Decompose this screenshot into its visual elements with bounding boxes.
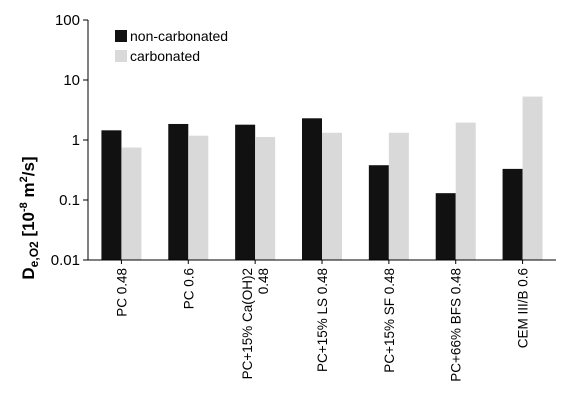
bar-carbonated-2 [188, 135, 209, 260]
category-label-line: PC 0.6 [181, 268, 196, 309]
y-axis-ticks: 100 10 1 0.1 0.01 [51, 12, 88, 269]
category-label-line: 0.48 [256, 268, 271, 294]
category-label-line: PC+15% Ca(OH)2 [240, 268, 255, 379]
category-label-4: PC+15% LS 0.48 [315, 268, 330, 372]
legend-swatch-non-carbonated [115, 30, 127, 42]
bar-non-carbonated-7 [502, 168, 523, 260]
category-label-6: PC+66% BFS 0.48 [449, 268, 464, 382]
category-label-line: PC+66% BFS 0.48 [449, 268, 464, 382]
y-tick-label: 0.01 [51, 252, 80, 269]
bar-carbonated-7 [522, 96, 543, 260]
legend-label-non-carbonated: non-carbonated [130, 28, 228, 44]
bars [101, 96, 543, 261]
bar-carbonated-3 [255, 137, 276, 260]
y-label-main: D [19, 267, 38, 279]
y-tick-label: 10 [63, 72, 80, 89]
category-label-5: PC+15% SF 0.48 [382, 268, 397, 373]
bar-carbonated-5 [388, 132, 409, 260]
legend: non-carbonated carbonated [115, 28, 228, 64]
x-axis-labels: PC 0.48 PC 0.6 PC+15% Ca(OH)20.48 PC+15% LS… [114, 260, 531, 382]
y-tick-label: 1 [72, 132, 80, 149]
legend-label-carbonated: carbonated [130, 48, 200, 64]
y-axis-label: De,O2 [10-8 m2/s] [18, 156, 41, 279]
category-label-7: CEM III/B 0.6 [516, 268, 531, 348]
bar-non-carbonated-5 [368, 165, 389, 260]
bar-carbonated-6 [455, 122, 476, 260]
bar-non-carbonated-6 [435, 193, 456, 260]
bar-non-carbonated-4 [302, 118, 322, 261]
y-label-close: /s] [19, 156, 38, 176]
category-label-line: PC+15% SF 0.48 [382, 268, 397, 373]
y-label-unit-exp: 2 [18, 176, 30, 182]
legend-swatch-carbonated [115, 50, 127, 62]
category-label-1: PC 0.48 [114, 268, 129, 317]
bar-non-carbonated-3 [235, 124, 256, 260]
y-label-bracket: [10 [19, 212, 38, 241]
category-label-2: PC 0.6 [181, 268, 196, 309]
category-label-line: CEM III/B 0.6 [516, 268, 531, 348]
category-label-3: PC+15% Ca(OH)20.48 [240, 268, 271, 379]
y-tick-label: 100 [55, 12, 80, 29]
bar-carbonated-1 [121, 147, 142, 260]
y-label-unit: m [19, 182, 38, 202]
bar-non-carbonated-1 [101, 130, 122, 260]
bar-carbonated-4 [322, 132, 342, 260]
y-label-exp: -8 [18, 202, 30, 212]
bar-non-carbonated-2 [168, 123, 189, 260]
category-label-line: PC+15% LS 0.48 [315, 268, 330, 372]
category-label-line: PC 0.48 [114, 268, 129, 317]
y-tick-label: 0.1 [59, 192, 80, 209]
y-label-sub: e,O2 [27, 241, 41, 267]
